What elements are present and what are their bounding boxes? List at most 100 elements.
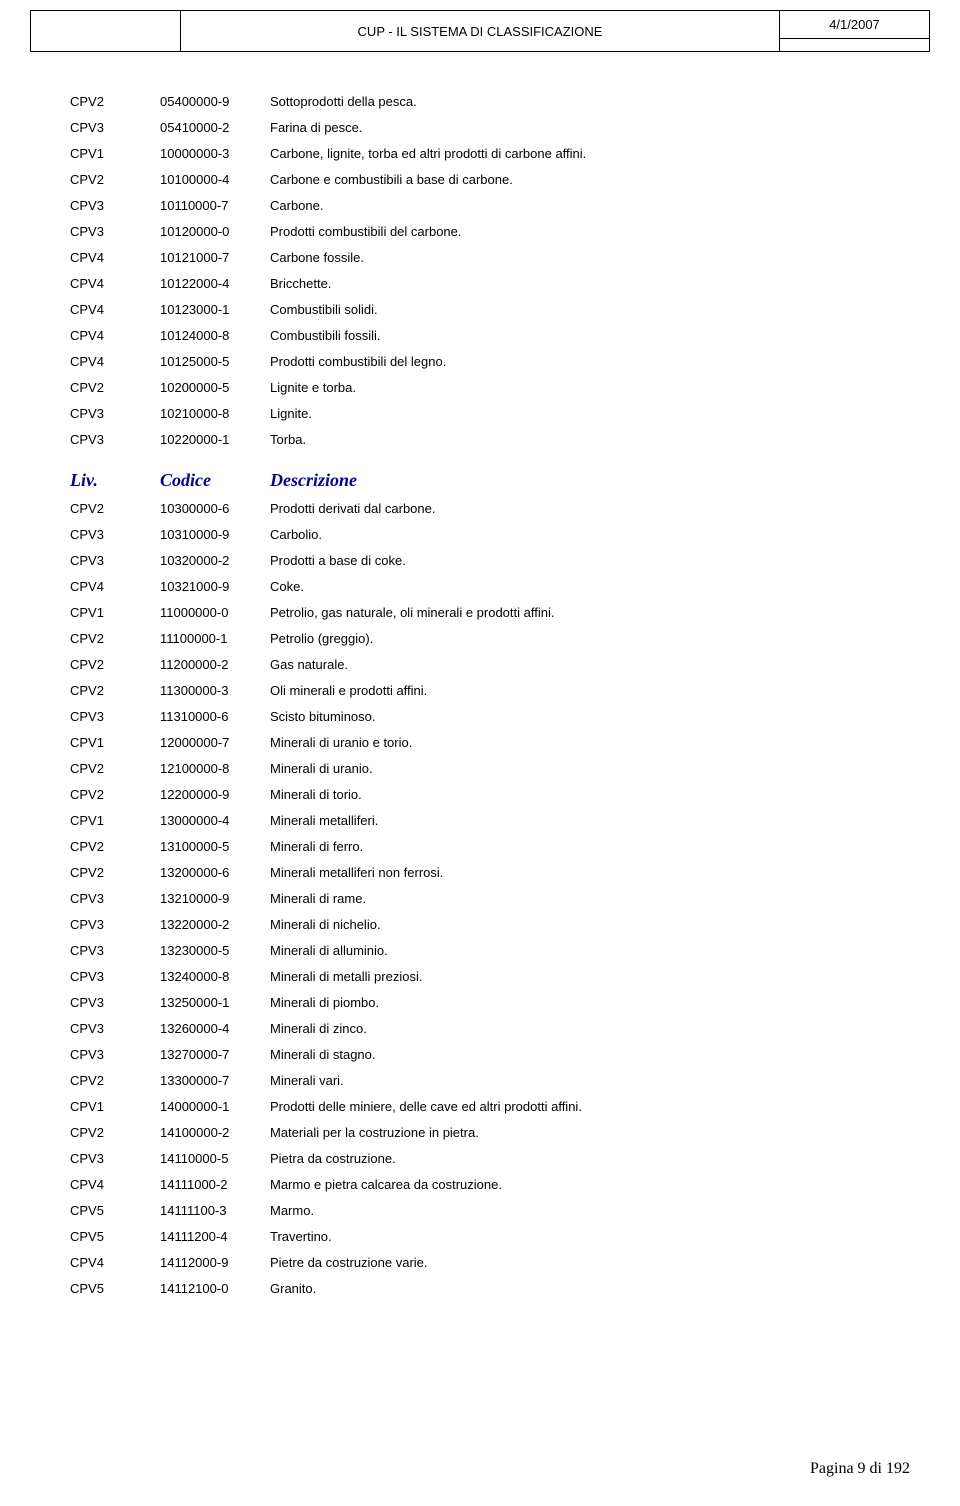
cell-liv: CPV5 [70,1204,160,1217]
cell-desc: Combustibili solidi. [270,303,890,316]
cell-desc: Scisto bituminoso. [270,710,890,723]
cell-code: 11200000-2 [160,658,270,671]
table-row: CPV310220000-1Torba. [70,426,890,452]
cell-desc: Prodotti combustibili del legno. [270,355,890,368]
cell-liv: CPV3 [70,1022,160,1035]
table-row: CPV514111100-3Marmo. [70,1197,890,1223]
cell-code: 13100000-5 [160,840,270,853]
table-row: CPV114000000-1Prodotti delle miniere, de… [70,1093,890,1119]
cell-liv: CPV3 [70,944,160,957]
cell-desc: Pietre da costruzione varie. [270,1256,890,1269]
cell-code: 10100000-4 [160,173,270,186]
cell-liv: CPV2 [70,762,160,775]
table-row: CPV313240000-8Minerali di metalli prezio… [70,963,890,989]
cell-desc: Marmo. [270,1204,890,1217]
table-row: CPV213100000-5Minerali di ferro. [70,833,890,859]
cell-desc: Minerali di metalli preziosi. [270,970,890,983]
cell-code: 10125000-5 [160,355,270,368]
cell-code: 14111200-4 [160,1230,270,1243]
cell-desc: Carbone. [270,199,890,212]
table-row: CPV313260000-4Minerali di zinco. [70,1015,890,1041]
table-row: CPV313230000-5Minerali di alluminio. [70,937,890,963]
cell-code: 14100000-2 [160,1126,270,1139]
table-row: CPV313270000-7Minerali di stagno. [70,1041,890,1067]
cell-liv: CPV4 [70,251,160,264]
table-row: CPV111000000-0Petrolio, gas naturale, ol… [70,599,890,625]
table-row: CPV205400000-9Sottoprodotti della pesca. [70,88,890,114]
cell-code: 10123000-1 [160,303,270,316]
cell-code: 10121000-7 [160,251,270,264]
table-row: CPV212200000-9Minerali di torio. [70,781,890,807]
section-1-rows: CPV205400000-9Sottoprodotti della pesca.… [70,88,890,452]
table-row: CPV410122000-4Bricchette. [70,270,890,296]
cell-code: 13260000-4 [160,1022,270,1035]
cell-code: 13200000-6 [160,866,270,879]
cell-desc: Carbone e combustibili a base di carbone… [270,173,890,186]
cell-liv: CPV4 [70,329,160,342]
table-row: CPV211300000-3Oli minerali e prodotti af… [70,677,890,703]
cell-liv: CPV2 [70,502,160,515]
table-row: CPV214100000-2Materiali per la costruzio… [70,1119,890,1145]
cell-liv: CPV5 [70,1230,160,1243]
cell-code: 12000000-7 [160,736,270,749]
cell-code: 10300000-6 [160,502,270,515]
cell-liv: CPV1 [70,147,160,160]
cell-liv: CPV3 [70,199,160,212]
cell-desc: Minerali di uranio. [270,762,890,775]
cell-code: 11300000-3 [160,684,270,697]
table-row: CPV305410000-2Farina di pesce. [70,114,890,140]
cell-liv: CPV2 [70,173,160,186]
cell-desc: Minerali di rame. [270,892,890,905]
cell-desc: Marmo e pietra calcarea da costruzione. [270,1178,890,1191]
table-row: CPV310110000-7Carbone. [70,192,890,218]
section-2-rows: CPV210300000-6Prodotti derivati dal carb… [70,495,890,1301]
cell-code: 13300000-7 [160,1074,270,1087]
cell-desc: Petrolio (greggio). [270,632,890,645]
cell-liv: CPV3 [70,528,160,541]
cell-desc: Minerali vari. [270,1074,890,1087]
cell-code: 11310000-6 [160,710,270,723]
cell-code: 14111100-3 [160,1204,270,1217]
cell-code: 11100000-1 [160,632,270,645]
table-row: CPV213300000-7Minerali vari. [70,1067,890,1093]
cell-liv: CPV2 [70,1074,160,1087]
cell-liv: CPV3 [70,918,160,931]
cell-code: 10310000-9 [160,528,270,541]
cell-desc: Minerali di ferro. [270,840,890,853]
table-row: CPV110000000-3Carbone, lignite, torba ed… [70,140,890,166]
cell-desc: Materiali per la costruzione in pietra. [270,1126,890,1139]
cell-code: 10320000-2 [160,554,270,567]
cell-desc: Coke. [270,580,890,593]
cell-liv: CPV3 [70,433,160,446]
cell-desc: Prodotti combustibili del carbone. [270,225,890,238]
section-header-row: Liv. Codice Descrizione [70,470,890,491]
cell-code: 10110000-7 [160,199,270,212]
cell-liv: CPV2 [70,95,160,108]
table-row: CPV211200000-2Gas naturale. [70,651,890,677]
table-row: CPV410321000-9Coke. [70,573,890,599]
cell-liv: CPV4 [70,355,160,368]
cell-liv: CPV4 [70,303,160,316]
cell-code: 14000000-1 [160,1100,270,1113]
cell-desc: Oli minerali e prodotti affini. [270,684,890,697]
cell-code: 13230000-5 [160,944,270,957]
cell-desc: Carbone, lignite, torba ed altri prodott… [270,147,890,160]
content-area: CPV205400000-9Sottoprodotti della pesca.… [70,88,890,1301]
cell-liv: CPV3 [70,407,160,420]
cell-desc: Sottoprodotti della pesca. [270,95,890,108]
cell-liv: CPV4 [70,1256,160,1269]
cell-desc: Minerali metalliferi. [270,814,890,827]
cell-code: 14112000-9 [160,1256,270,1269]
table-row: CPV313220000-2Minerali di nichelio. [70,911,890,937]
cell-liv: CPV1 [70,736,160,749]
cell-desc: Carbone fossile. [270,251,890,264]
cell-liv: CPV2 [70,840,160,853]
table-row: CPV514111200-4Travertino. [70,1223,890,1249]
cell-code: 14112100-0 [160,1282,270,1295]
cell-code: 10210000-8 [160,407,270,420]
cell-liv: CPV1 [70,606,160,619]
table-row: CPV414112000-9Pietre da costruzione vari… [70,1249,890,1275]
cell-liv: CPV2 [70,632,160,645]
cell-liv: CPV1 [70,814,160,827]
cell-desc: Gas naturale. [270,658,890,671]
